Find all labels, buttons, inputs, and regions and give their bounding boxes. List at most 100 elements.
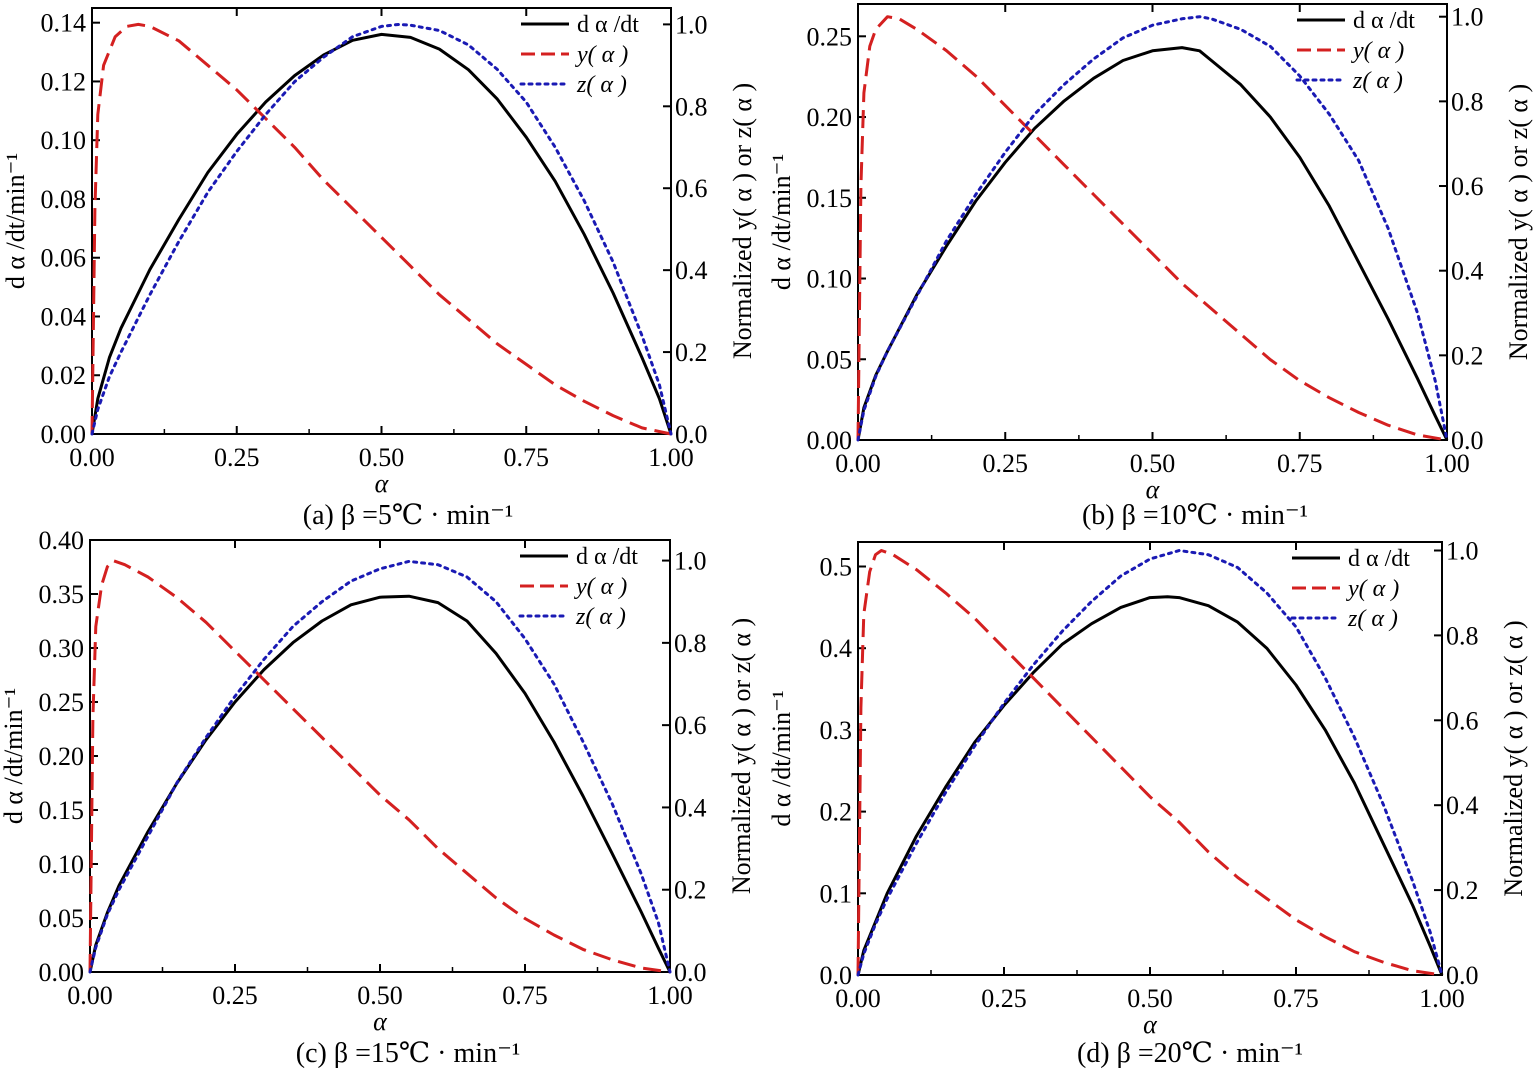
y-right-tick-label: 0.2 <box>1451 341 1484 370</box>
series-line-rate <box>856 46 1449 441</box>
legend-label-z: z( α ) <box>575 604 626 630</box>
x-tick-label: 0.00 <box>67 981 113 1010</box>
y-tick-label: 0.00 <box>39 958 85 987</box>
y-right-tick-label: 0.4 <box>1446 791 1479 820</box>
y-tick-label: 0.02 <box>41 361 87 390</box>
panel-caption: (d) β =20℃ · min⁻¹ <box>1077 1038 1303 1069</box>
series-line-z <box>856 549 1444 977</box>
y-axis-label: d α /dt/min⁻¹ <box>0 688 28 824</box>
y-tick-label: 0.12 <box>41 67 87 96</box>
y-tick-label: 0.06 <box>41 244 87 273</box>
y-tick-label: 0.1 <box>820 879 853 908</box>
y-tick-label: 0.15 <box>39 796 85 825</box>
y-tick-label: 0.08 <box>41 185 87 214</box>
y-tick-label: 0.40 <box>39 526 85 555</box>
y-tick-label: 0.0 <box>820 961 853 990</box>
legend-label-y: y( α ) <box>1346 576 1399 602</box>
x-axis-label: α <box>1146 475 1161 504</box>
y-right-tick-label: 0.4 <box>675 256 708 285</box>
series-line-y <box>90 22 672 436</box>
chart-panel-d: 0.00 0.25 0.50 0.75 1.000.00.10.20.30.40.50.… <box>767 536 1528 1069</box>
y-axis-label: d α /dt/min⁻¹ <box>767 154 796 290</box>
series-line-y <box>856 15 1448 442</box>
x-tick-label: 1.00 <box>648 443 694 472</box>
series-line-z <box>90 22 673 436</box>
series-line-rate <box>88 594 672 973</box>
y-tick-label: 0.3 <box>820 716 853 745</box>
y-tick-label: 0.35 <box>39 580 85 609</box>
y-right-tick-label: 0.8 <box>674 629 707 658</box>
chart-panel-a: 0.00 0.25 0.50 0.75 1.00 0.00 0.02 0.04 0.06 0.08… <box>1 7 757 531</box>
y-axis-label: d α /dt/min⁻¹ <box>767 690 796 826</box>
panel-caption: (a) β =5℃ · min⁻¹ <box>303 500 514 531</box>
y-right-tick-label: 0.0 <box>1446 961 1479 990</box>
chart-panel-c: 0.00 0.25 0.50 0.75 1.000.000.050.100.150.20… <box>0 526 756 1069</box>
y-tick-label: 0.10 <box>41 126 87 155</box>
x-tick-label: 1.00 <box>1424 449 1470 478</box>
y-axis-label: d α /dt/min⁻¹ <box>1 153 30 289</box>
x-tick-label: 0.50 <box>1127 984 1173 1013</box>
y-tick-label: 0.14 <box>41 9 87 38</box>
x-axis-label: α <box>373 1007 388 1036</box>
x-axis-label: α <box>1143 1010 1158 1039</box>
y-right-tick-label: 1.0 <box>674 547 707 576</box>
y-tick-label: 0.05 <box>807 345 853 374</box>
legend-label-y: y( α ) <box>575 42 628 68</box>
series-line-y <box>88 559 671 974</box>
x-tick-label: 0.00 <box>835 984 881 1013</box>
y-right-tick-label: 0.0 <box>674 958 707 987</box>
panel-caption: (c) β =15℃ · min⁻¹ <box>296 1038 521 1069</box>
y-tick-label: 0.25 <box>807 22 853 51</box>
legend-label-z: z( α ) <box>1347 606 1398 632</box>
legend-label-rate: d α /dt <box>1348 546 1410 572</box>
panel-caption: (b) β =10℃ · min⁻¹ <box>1082 500 1308 531</box>
x-tick-label: 0.25 <box>981 984 1027 1013</box>
chart-panel-b: 0.00 0.25 0.50 0.75 1.000.000.050.100.150.20… <box>767 3 1533 531</box>
x-tick-label: 0.25 <box>212 981 258 1010</box>
x-tick-label: 1.00 <box>1419 984 1465 1013</box>
x-tick-label: 0.75 <box>504 443 550 472</box>
x-tick-label: 0.50 <box>359 443 405 472</box>
legend-label-rate: d α /dt <box>1353 8 1415 34</box>
y-right-tick-label: 1.0 <box>675 10 708 39</box>
y-right-axis-label: Normalized y( α ) or z( α ) <box>1504 84 1533 360</box>
legend-label-rate: d α /dt <box>576 544 638 570</box>
y-right-tick-label: 0.6 <box>675 174 708 203</box>
y-tick-label: 0.00 <box>41 420 87 449</box>
x-tick-label: 0.00 <box>69 443 115 472</box>
y-right-tick-label: 0.6 <box>1451 172 1484 201</box>
x-tick-label: 1.00 <box>647 981 693 1010</box>
y-right-tick-label: 0.8 <box>1446 621 1479 650</box>
y-right-tick-label: 0.6 <box>1446 706 1479 735</box>
y-tick-label: 0.25 <box>39 688 85 717</box>
x-tick-label: 0.75 <box>1277 449 1323 478</box>
y-right-tick-label: 0.8 <box>1451 87 1484 116</box>
y-right-tick-label: 1.0 <box>1451 3 1484 32</box>
y-right-tick-label: 0.4 <box>674 793 707 822</box>
y-right-tick-label: 0.8 <box>675 92 708 121</box>
x-tick-label: 0.25 <box>214 443 260 472</box>
y-tick-label: 0.10 <box>39 850 85 879</box>
y-right-tick-label: 0.2 <box>674 876 707 905</box>
y-tick-label: 0.20 <box>39 742 85 771</box>
y-tick-label: 0.10 <box>807 265 853 294</box>
series-line-rate <box>90 32 673 435</box>
y-tick-label: 0.30 <box>39 634 85 663</box>
y-tick-label: 0.00 <box>807 426 853 455</box>
y-tick-label: 0.4 <box>820 634 853 663</box>
y-tick-label: 0.2 <box>820 798 853 827</box>
x-tick-label: 0.50 <box>1130 449 1176 478</box>
series-line-z <box>88 559 672 974</box>
x-tick-label: 0.50 <box>357 981 403 1010</box>
y-right-tick-label: 1.0 <box>1446 536 1479 565</box>
series-line-rate <box>856 595 1444 976</box>
series-line-y <box>856 549 1443 977</box>
legend-label-rate: d α /dt <box>577 12 639 38</box>
y-right-axis-label: Normalized y( α ) or z( α ) <box>1499 620 1528 896</box>
y-right-tick-label: 0.6 <box>674 711 707 740</box>
y-right-axis-label: Normalized y( α ) or z( α ) <box>727 618 756 894</box>
y-right-tick-label: 0.2 <box>675 338 708 367</box>
y-right-tick-label: 0.0 <box>1451 426 1484 455</box>
y-right-axis-label: Normalized y( α ) or z( α ) <box>728 83 757 359</box>
